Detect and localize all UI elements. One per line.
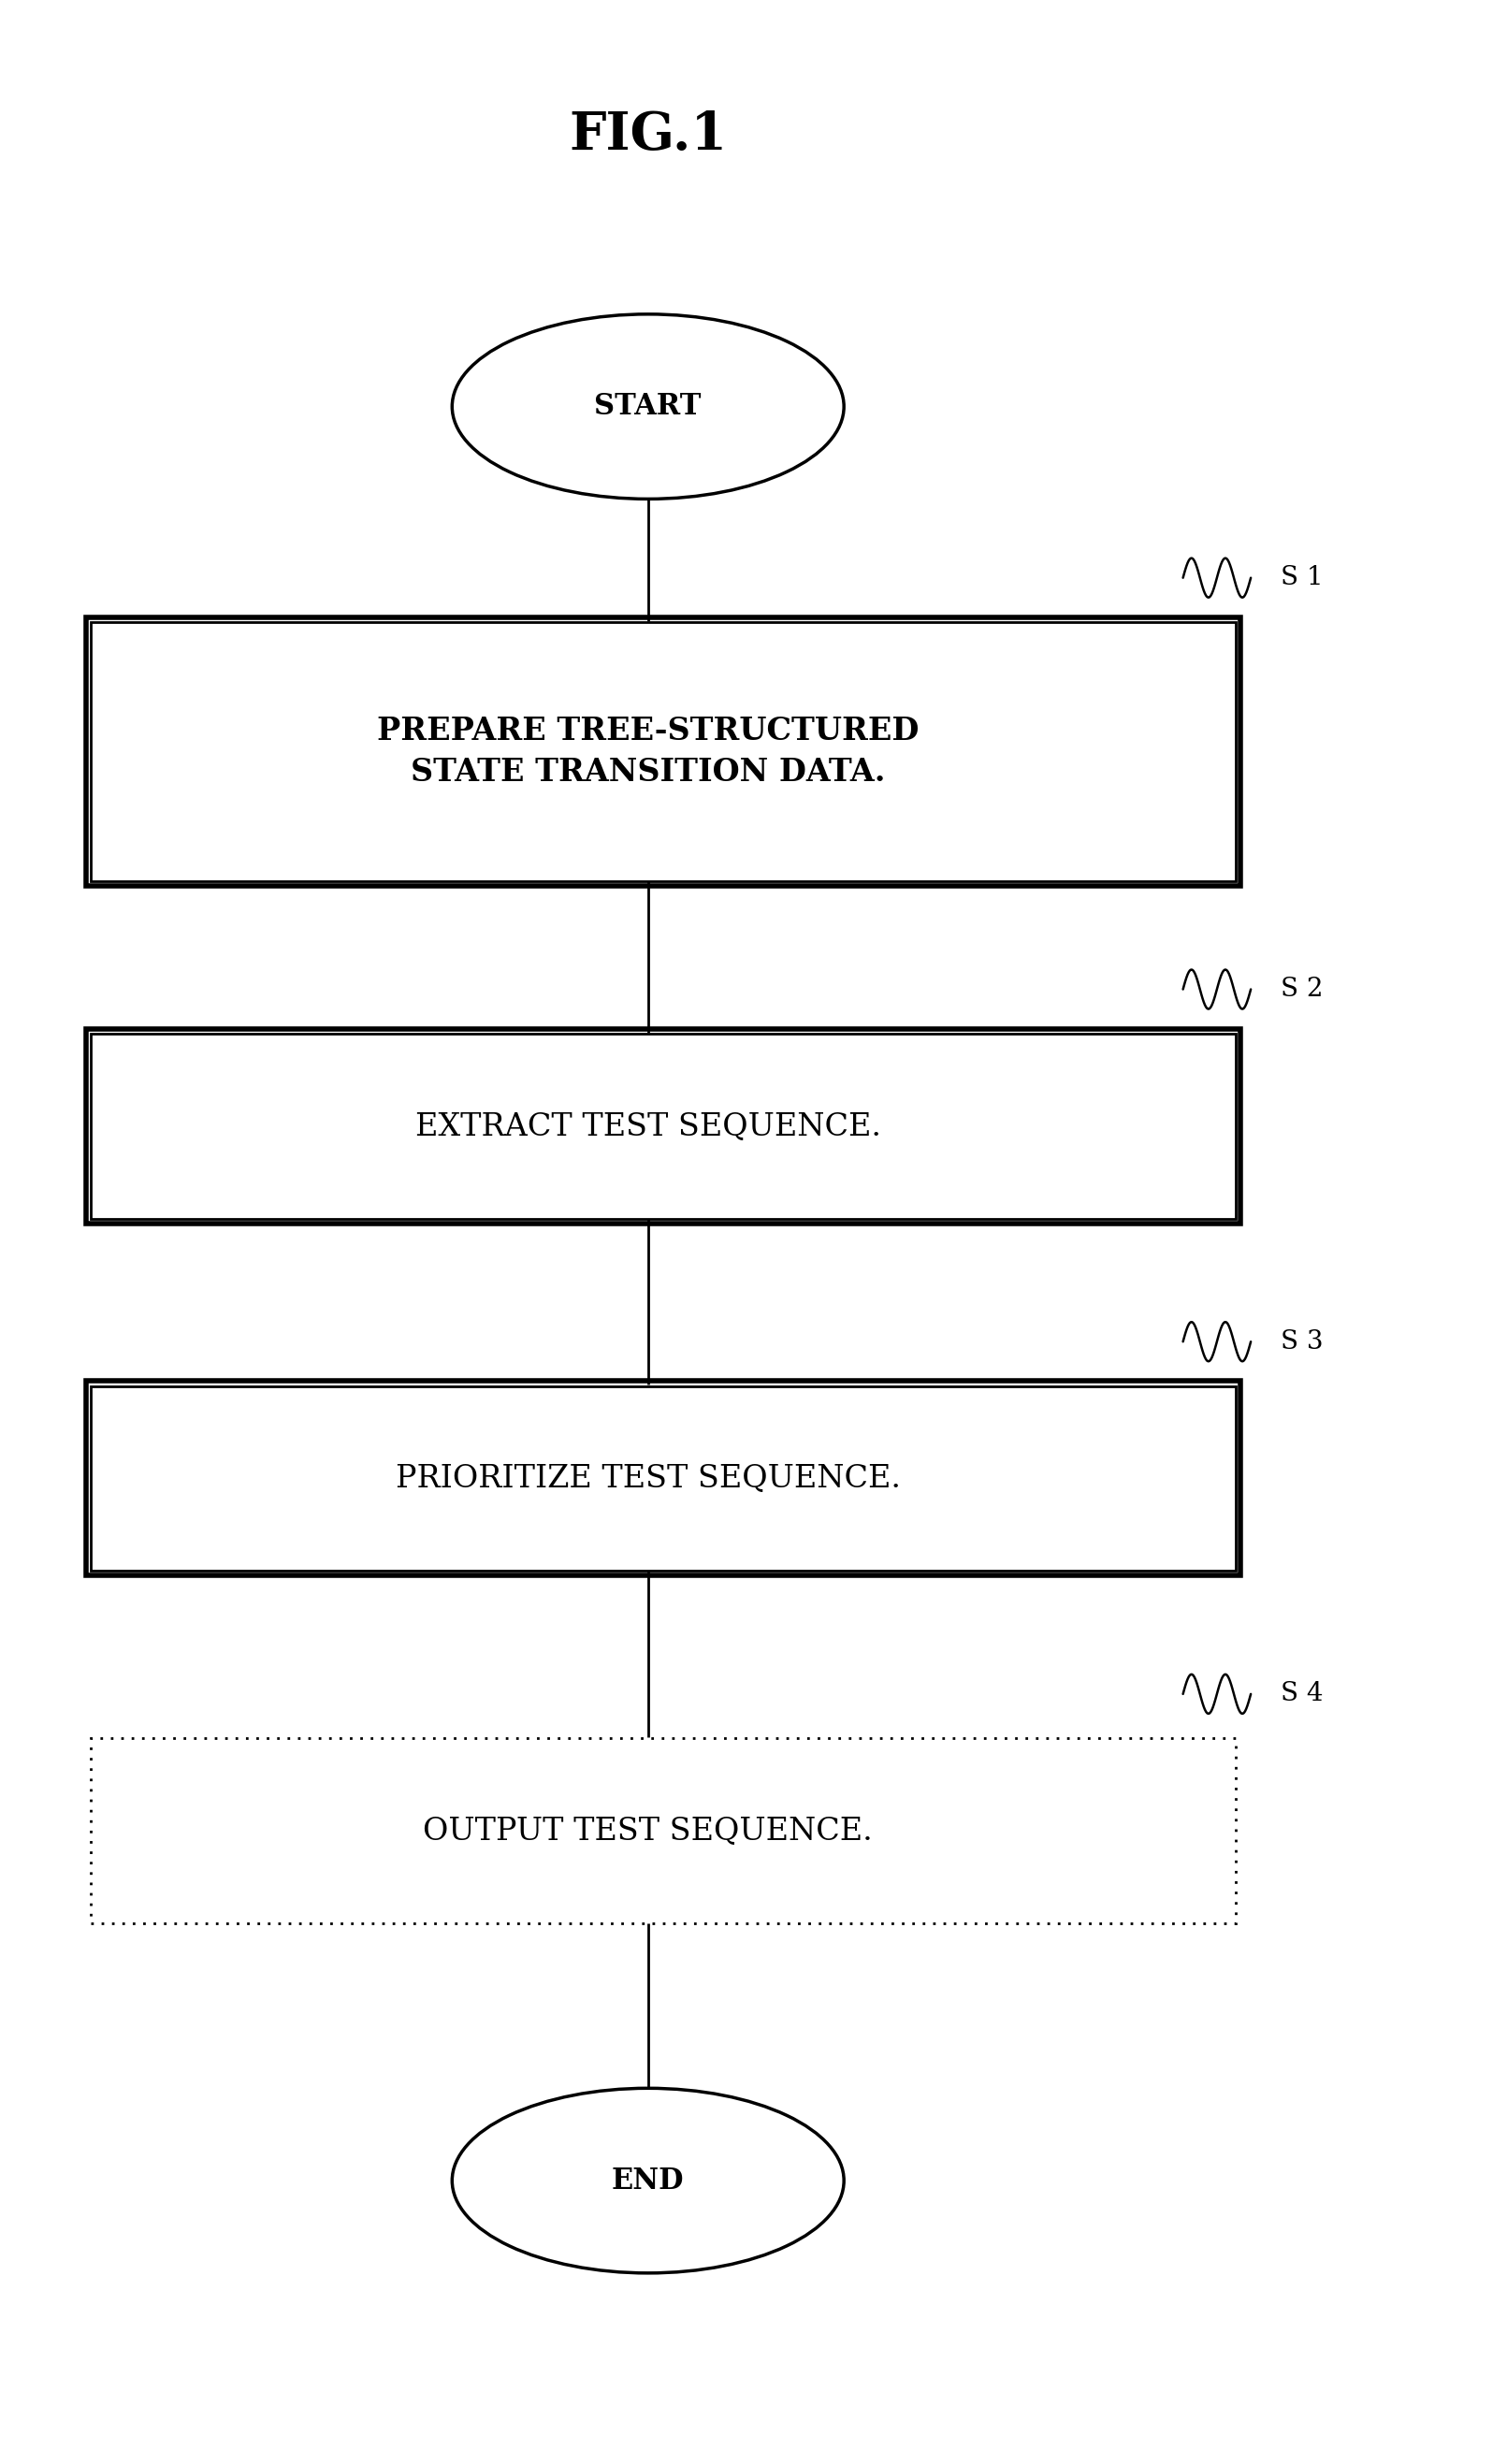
Text: FIG.1: FIG.1 — [570, 111, 726, 160]
Text: EXTRACT TEST SEQUENCE.: EXTRACT TEST SEQUENCE. — [414, 1111, 882, 1141]
Bar — [90, 623, 1236, 882]
Ellipse shape — [452, 2089, 844, 2272]
Bar — [86, 1030, 1240, 1225]
Bar — [90, 1385, 1236, 1572]
Text: S 3: S 3 — [1281, 1328, 1323, 1355]
Text: END: END — [612, 2166, 684, 2195]
Text: START: START — [594, 392, 702, 421]
Bar — [90, 1035, 1236, 1220]
Bar — [86, 618, 1240, 887]
Ellipse shape — [452, 315, 844, 500]
Text: OUTPUT TEST SEQUENCE.: OUTPUT TEST SEQUENCE. — [423, 1816, 873, 1846]
Bar — [90, 1740, 1236, 1922]
Text: S 2: S 2 — [1281, 976, 1323, 1003]
Bar — [86, 1380, 1240, 1577]
Text: S 1: S 1 — [1281, 564, 1323, 591]
Text: PREPARE TREE-STRUCTURED
STATE TRANSITION DATA.: PREPARE TREE-STRUCTURED STATE TRANSITION… — [377, 715, 919, 788]
Text: PRIORITIZE TEST SEQUENCE.: PRIORITIZE TEST SEQUENCE. — [395, 1464, 901, 1493]
Text: S 4: S 4 — [1281, 1680, 1323, 1708]
